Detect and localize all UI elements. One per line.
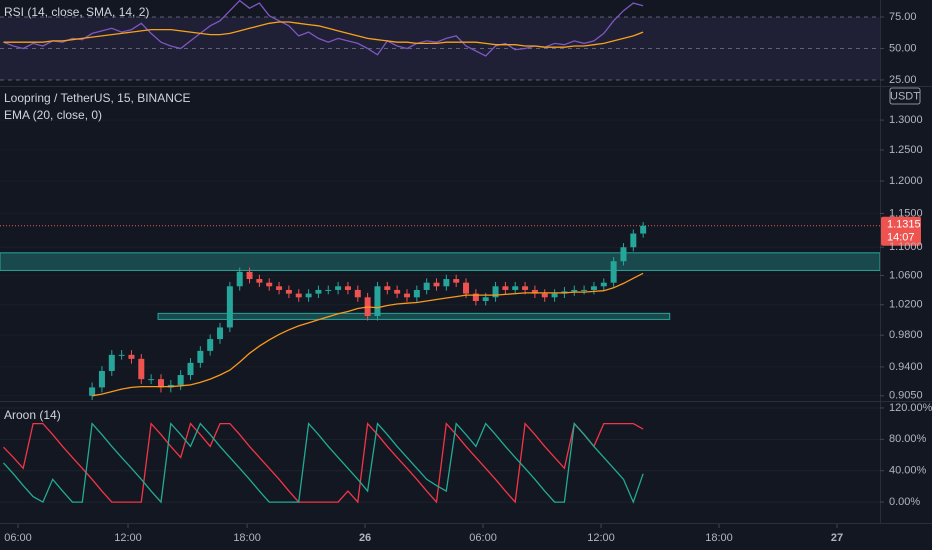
candle-body bbox=[217, 327, 224, 340]
indicator-label: EMA (20, close, 0) bbox=[4, 108, 102, 122]
candle-body bbox=[531, 289, 538, 294]
countdown-label: 14:07 bbox=[887, 232, 915, 244]
candle-body bbox=[256, 279, 263, 283]
y-tick-label: 1.1000 bbox=[889, 241, 923, 253]
candle-body bbox=[276, 286, 283, 290]
candle-body bbox=[344, 286, 351, 290]
candle-body bbox=[305, 293, 312, 298]
candle-body bbox=[433, 282, 440, 287]
y-tick-label: 1.0600 bbox=[889, 269, 923, 281]
y-tick-label: 1.1500 bbox=[889, 207, 923, 219]
candle-body bbox=[226, 286, 233, 328]
candle-body bbox=[610, 261, 617, 283]
y-tick-label: 50.00 bbox=[889, 42, 917, 54]
candle-body bbox=[394, 289, 401, 294]
x-tick-label: 06:00 bbox=[4, 532, 32, 544]
panel-title: Loopring / TetherUS, 15, BINANCE bbox=[4, 91, 191, 105]
x-tick-label: 06:00 bbox=[469, 532, 497, 544]
candle-body bbox=[354, 289, 361, 298]
candle-body bbox=[640, 225, 647, 234]
currency-box bbox=[889, 87, 921, 105]
series-line bbox=[91, 272, 644, 397]
y-tick-label: 0.00% bbox=[889, 496, 920, 508]
series-line bbox=[3, 21, 644, 48]
candle-body bbox=[89, 387, 96, 396]
series-line bbox=[3, 422, 644, 504]
last-price-label: 1.1315 bbox=[887, 219, 921, 231]
candle-body bbox=[315, 289, 322, 294]
candle-body bbox=[207, 339, 214, 351]
candle-body bbox=[423, 282, 430, 290]
candle-body bbox=[236, 271, 243, 287]
candle-body bbox=[522, 286, 529, 290]
candle-body bbox=[581, 289, 588, 291]
candle-body bbox=[335, 286, 342, 290]
last-price-box bbox=[881, 216, 921, 246]
candle-body bbox=[630, 233, 637, 248]
candle-body bbox=[571, 289, 578, 292]
candle-body bbox=[620, 247, 627, 262]
candle-body bbox=[512, 286, 519, 290]
panel-title: Aroon (14) bbox=[4, 408, 61, 422]
candle-body bbox=[266, 282, 273, 287]
candle-body bbox=[177, 375, 184, 385]
y-tick-label: 1.3000 bbox=[889, 114, 923, 126]
candle-body bbox=[590, 286, 597, 290]
y-tick-label: 40.00% bbox=[889, 465, 927, 477]
candle-body bbox=[138, 358, 145, 380]
x-tick-label: 18:00 bbox=[233, 532, 261, 544]
panel-title: RSI (14, close, SMA, 14, 2) bbox=[4, 5, 149, 19]
candle-body bbox=[541, 293, 548, 298]
candle-body bbox=[325, 289, 332, 291]
candle-body bbox=[453, 279, 460, 283]
candle-body bbox=[118, 354, 125, 356]
candle-body bbox=[197, 350, 204, 363]
candle-body bbox=[502, 286, 509, 290]
plot bbox=[0, 407, 880, 504]
y-tick-label: 1.0200 bbox=[889, 299, 923, 311]
candle-body bbox=[384, 286, 391, 290]
candle-body bbox=[463, 282, 470, 294]
y-tick-label: 75.00 bbox=[889, 11, 917, 23]
plot bbox=[0, 222, 880, 400]
series-line bbox=[3, 422, 644, 504]
y-tick-label: 1.2000 bbox=[889, 175, 923, 187]
candle-body bbox=[128, 354, 135, 359]
candle-body bbox=[403, 293, 410, 298]
x-tick-label: 12:00 bbox=[587, 532, 615, 544]
candle-body bbox=[148, 379, 155, 381]
y-tick-label: 0.9050 bbox=[889, 390, 923, 402]
x-tick-label: 18:00 bbox=[705, 532, 733, 544]
candle-body bbox=[108, 354, 115, 371]
candle-body bbox=[98, 370, 105, 388]
y-tick-label: 0.9800 bbox=[889, 329, 923, 341]
candle-body bbox=[157, 379, 164, 388]
y-tick-label: 0.9400 bbox=[889, 361, 923, 373]
candle-body bbox=[295, 293, 302, 298]
y-tick-label: 80.00% bbox=[889, 433, 927, 445]
y-tick-label: 25.00 bbox=[889, 74, 917, 86]
plot bbox=[0, 0, 880, 81]
x-tick-label: 26 bbox=[359, 532, 371, 544]
candle-body bbox=[374, 286, 381, 317]
candle-body bbox=[551, 293, 558, 298]
candle-body bbox=[443, 279, 450, 287]
candle-body bbox=[472, 293, 479, 302]
x-tick-label: 12:00 bbox=[114, 532, 142, 544]
candle-body bbox=[600, 282, 607, 287]
zone bbox=[0, 252, 880, 271]
candle-body bbox=[187, 362, 194, 376]
candle-body bbox=[492, 286, 499, 298]
currency-label: USDT bbox=[890, 90, 920, 102]
y-tick-label: 1.2500 bbox=[889, 144, 923, 156]
x-tick-label: 27 bbox=[831, 532, 843, 544]
candle-body bbox=[413, 289, 420, 298]
zone bbox=[157, 312, 671, 320]
candle-body bbox=[285, 289, 292, 294]
candle-body bbox=[482, 297, 489, 302]
y-tick-label: 120.00% bbox=[889, 402, 932, 414]
candle-body bbox=[246, 271, 253, 280]
